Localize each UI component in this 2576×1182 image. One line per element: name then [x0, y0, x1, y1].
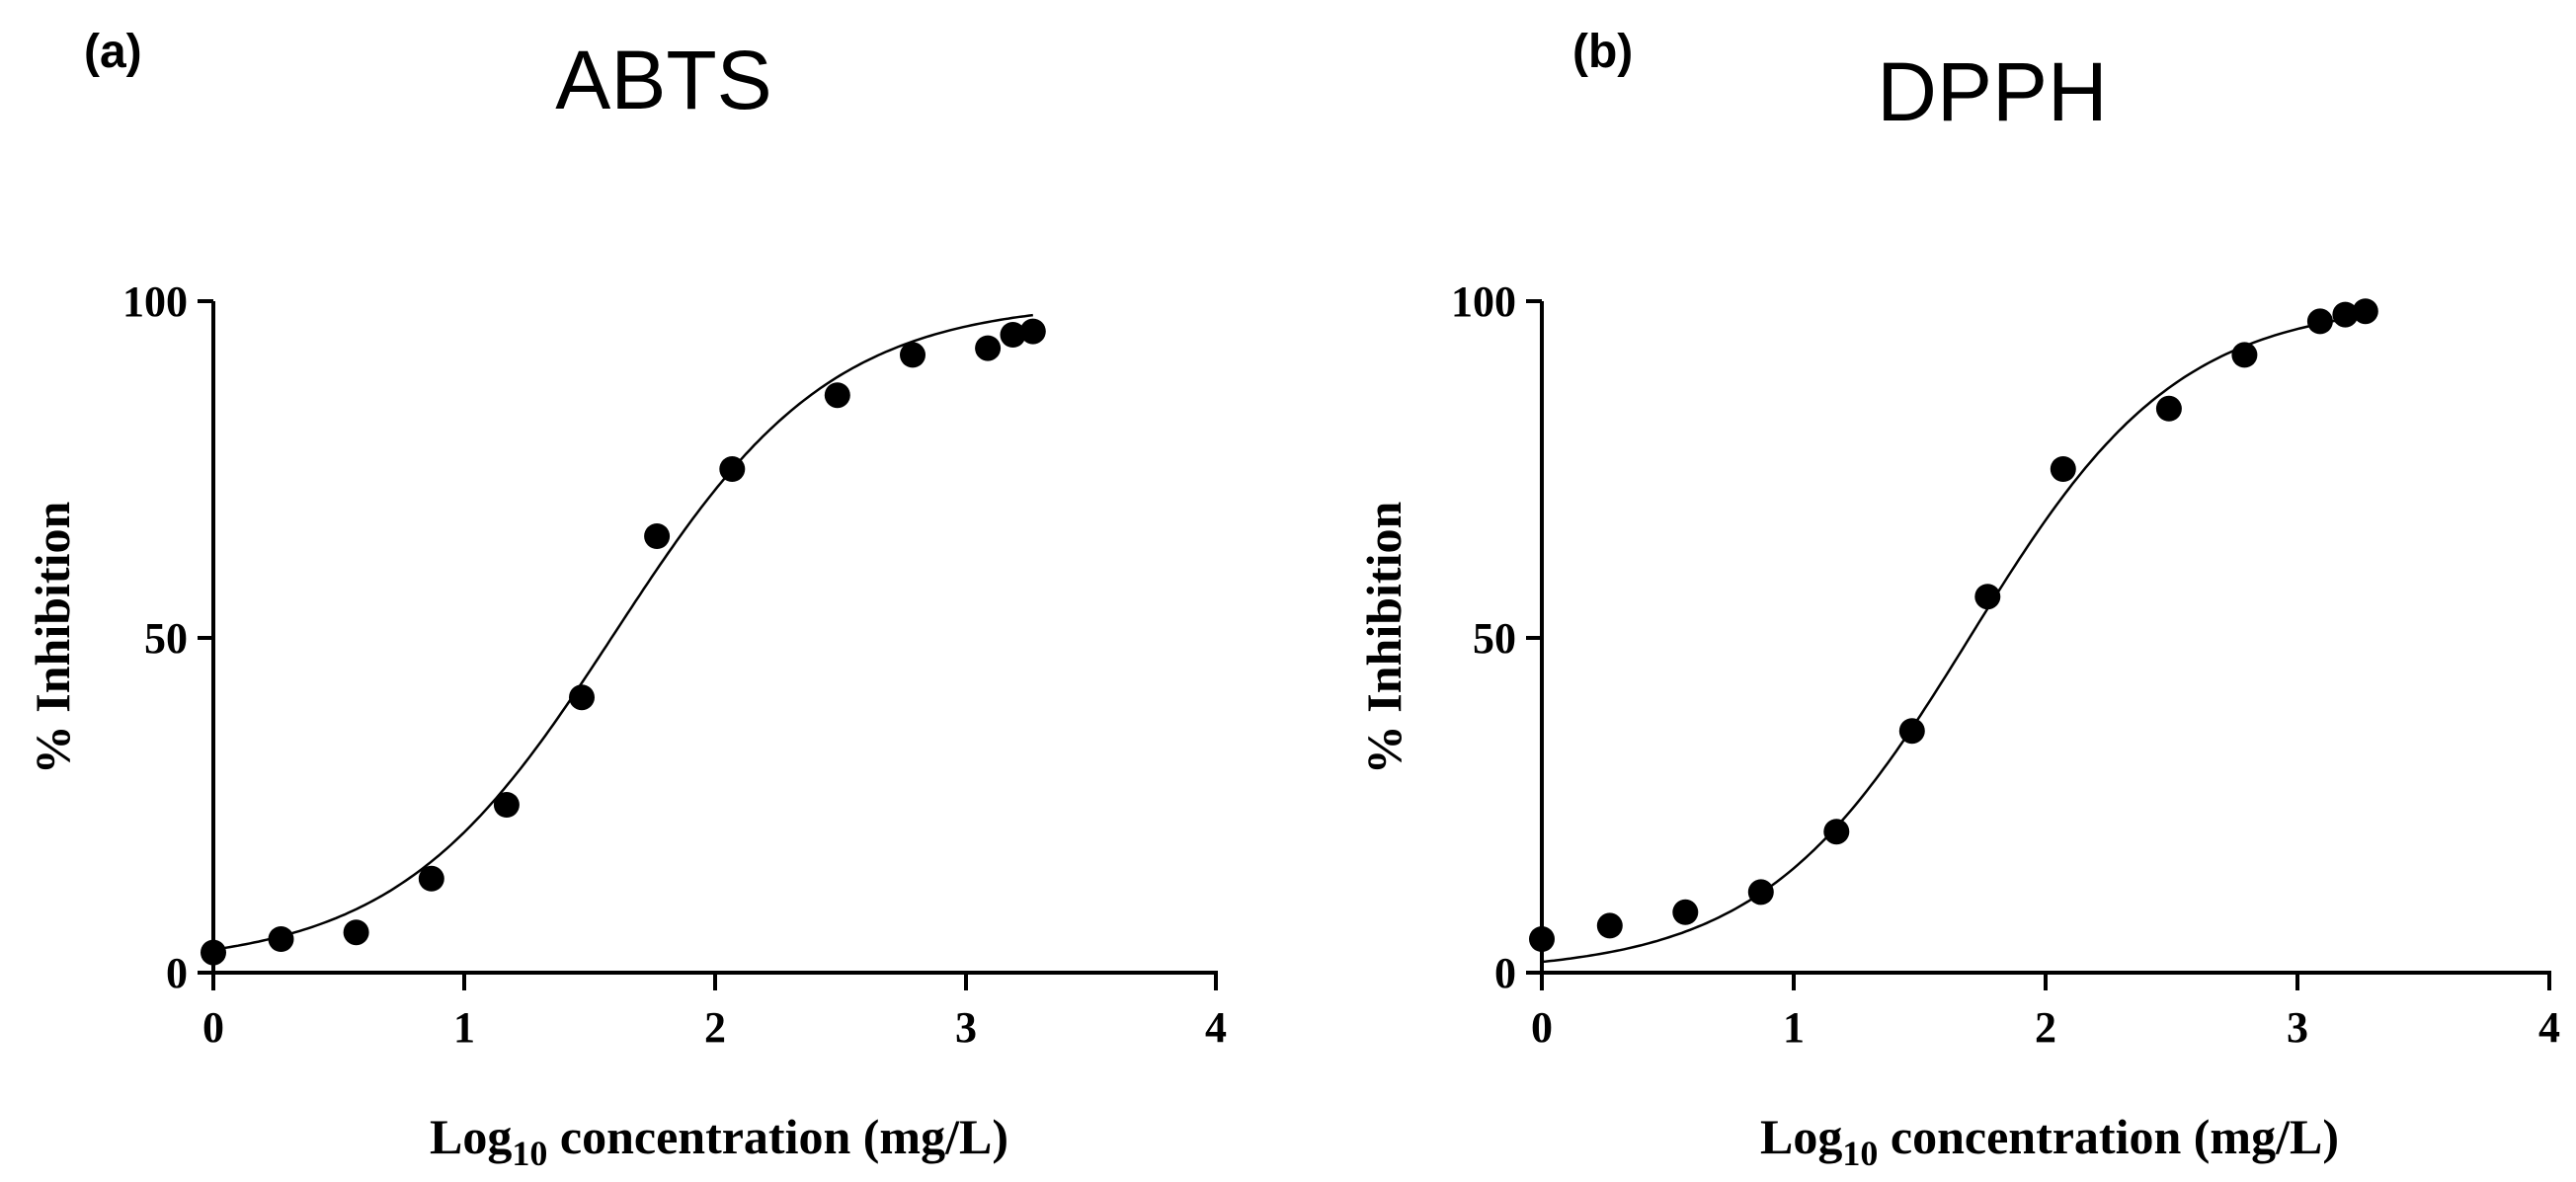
- dpph-y-axis: 100 50 0 % Inhibition: [1356, 277, 1544, 997]
- abts-y-axis-title: % Inhibition: [25, 502, 80, 775]
- dpph-x-tick-label-0: 0: [1531, 1003, 1553, 1052]
- abts-data-point-4: [493, 792, 520, 818]
- dpph-title: DPPH: [1877, 45, 2107, 138]
- dpph-x-axis: 0 1 2 3 4 Log10 concentration (mg/L): [1531, 971, 2560, 1173]
- dpph-x-tick-label-4: 4: [2538, 1003, 2560, 1052]
- abts-x-axis: 0 1 2 3 4 Log10 concentration (mg/L): [202, 971, 1227, 1173]
- abts-data-point-3: [418, 865, 444, 892]
- abts-y-axis: 100 50 0 % Inhibition: [25, 277, 215, 997]
- abts-data-point-5: [569, 684, 595, 711]
- dpph-data-point-8: [2155, 395, 2182, 422]
- abts-data-point-2: [343, 919, 369, 946]
- abts-data-point-7: [719, 456, 746, 482]
- dpph-data-point-11: [2332, 301, 2359, 328]
- abts-y-tick-label-100: 100: [122, 277, 188, 326]
- abts-x-tick-label-4: 4: [1205, 1003, 1227, 1052]
- dpph-data-point-4: [1823, 819, 1850, 845]
- dpph-x-axis-title: Log10 concentration (mg/L): [1760, 1109, 2339, 1173]
- dpph-data-point-9: [2231, 342, 2258, 368]
- abts-data-point-11: [1000, 322, 1026, 348]
- abts-data-point-10: [975, 335, 1002, 361]
- abts-data-point-1: [268, 926, 294, 952]
- dpph-data-point-12: [2352, 298, 2378, 325]
- dpph-fit-curve: [1541, 314, 2366, 964]
- dpph-panel: (b) DPPH 100 50 0 % Inhibition 0 1 2 3 4…: [1356, 26, 2560, 1173]
- dpph-y-tick-label-50: 50: [1473, 614, 1516, 663]
- dpph-data-point-6: [1974, 584, 2001, 610]
- abts-x-tick-label-1: 1: [453, 1003, 475, 1052]
- dpph-x-tick-label-1: 1: [1783, 1003, 1805, 1052]
- dpph-data-point-10: [2306, 308, 2333, 335]
- abts-x-axis-title: Log10 concentration (mg/L): [430, 1109, 1008, 1173]
- abts-x-tick-label-0: 0: [202, 1003, 224, 1052]
- abts-y-tick-label-0: 0: [166, 949, 188, 997]
- dpph-x-tick-label-3: 3: [2287, 1003, 2308, 1052]
- dpph-plot-area: [1529, 298, 2378, 964]
- dpph-data-point-1: [1596, 912, 1623, 939]
- dpph-data-point-2: [1672, 899, 1699, 925]
- panel-b-label: (b): [1572, 26, 1633, 78]
- abts-title: ABTS: [555, 34, 771, 126]
- dpph-data-point-0: [1529, 926, 1555, 952]
- dpph-y-tick-label-100: 100: [1451, 277, 1516, 326]
- dpph-data-point-3: [1747, 879, 1774, 906]
- abts-y-tick-label-50: 50: [144, 614, 188, 663]
- abts-data-point-12: [1019, 318, 1046, 345]
- abts-data-point-9: [900, 342, 926, 368]
- dpph-x-tick-label-2: 2: [2035, 1003, 2056, 1052]
- dpph-data-point-7: [2050, 456, 2076, 482]
- abts-data-point-0: [201, 939, 226, 966]
- abts-plot-area: [201, 313, 1046, 966]
- abts-panel: (a) ABTS 100 50 0 % Inhibition 0 1 2 3 4…: [25, 26, 1227, 1173]
- dpph-y-tick-label-0: 0: [1494, 949, 1516, 997]
- dpph-y-axis-title: % Inhibition: [1356, 502, 1411, 775]
- abts-x-tick-label-2: 2: [704, 1003, 726, 1052]
- abts-fit-curve: [212, 313, 1033, 951]
- panel-a-label: (a): [84, 26, 142, 78]
- abts-data-point-6: [644, 523, 671, 549]
- abts-x-tick-label-3: 3: [955, 1003, 977, 1052]
- dpph-data-point-5: [1898, 718, 1925, 745]
- abts-data-point-8: [824, 382, 850, 409]
